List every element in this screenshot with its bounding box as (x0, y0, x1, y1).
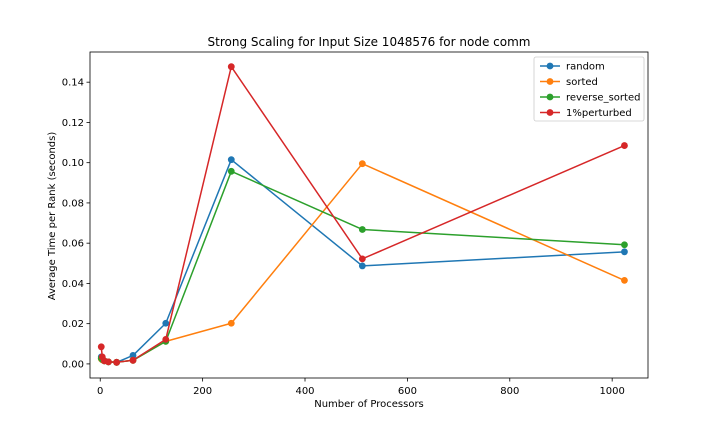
data-point (621, 277, 628, 284)
axes-frame (89, 51, 649, 379)
legend-label: sorted (566, 77, 598, 88)
data-point (621, 241, 628, 249)
y-tick-label: 0.02 (62, 319, 84, 330)
data-point (113, 358, 121, 366)
legend-item: 1%perturbed (540, 108, 632, 119)
data-point (97, 343, 105, 351)
legend-label: random (566, 62, 605, 73)
x-tick-label: 0 (97, 386, 103, 397)
data-point (162, 319, 170, 327)
y-tick-label: 0.12 (62, 118, 84, 129)
data-point (358, 262, 366, 270)
y-tick-label: 0.08 (62, 198, 84, 209)
x-tick-label: 400 (295, 386, 314, 397)
chart-title: Strong Scaling for Input Size 1048576 fo… (208, 35, 531, 49)
x-axis: 0 200 400 600 800 1000 (97, 378, 625, 397)
y-tick-label: 0.00 (62, 359, 84, 370)
legend-item: sorted (540, 77, 598, 88)
y-tick-label: 0.10 (62, 158, 84, 169)
series-layer (97, 63, 628, 366)
data-point (227, 156, 235, 164)
y-tick-label: 0.06 (62, 239, 84, 250)
data-point (227, 319, 235, 327)
y-axis: 0.00 0.02 0.04 0.06 0.08 0.10 0.12 0.14 (62, 78, 90, 370)
data-point (105, 358, 112, 366)
x-tick-label: 800 (500, 386, 519, 397)
y-tick-label: 0.14 (62, 78, 84, 89)
legend-label: 1%perturbed (566, 108, 632, 119)
legend-swatch-marker (546, 93, 554, 101)
legend-swatch-marker (546, 109, 554, 116)
y-axis-label: Average Time per Rank (seconds) (47, 132, 58, 301)
data-point (162, 335, 170, 343)
data-point (621, 248, 628, 256)
legend: random sorted reverse_sorted 1%perturbed (533, 56, 645, 122)
data-point (358, 160, 366, 168)
data-point (358, 226, 366, 233)
data-point (621, 142, 628, 149)
x-axis-label: Number of Processors (314, 399, 424, 410)
data-point (129, 352, 137, 359)
data-point (129, 356, 137, 364)
legend-label: reverse_sorted (566, 93, 640, 104)
x-tick-label: 200 (193, 386, 212, 397)
legend-item: reverse_sorted (540, 93, 640, 104)
data-point (227, 63, 235, 71)
legend-item: random (540, 62, 605, 73)
legend-swatch-marker (546, 78, 554, 85)
legend-swatch-marker (546, 62, 554, 70)
data-point (358, 255, 366, 263)
legend-box (533, 56, 645, 122)
x-tick-label: 600 (398, 386, 417, 397)
data-point (227, 167, 235, 175)
x-tick-label: 1000 (599, 386, 624, 397)
y-tick-label: 0.04 (62, 279, 84, 290)
series-1%perturbed (97, 63, 628, 366)
